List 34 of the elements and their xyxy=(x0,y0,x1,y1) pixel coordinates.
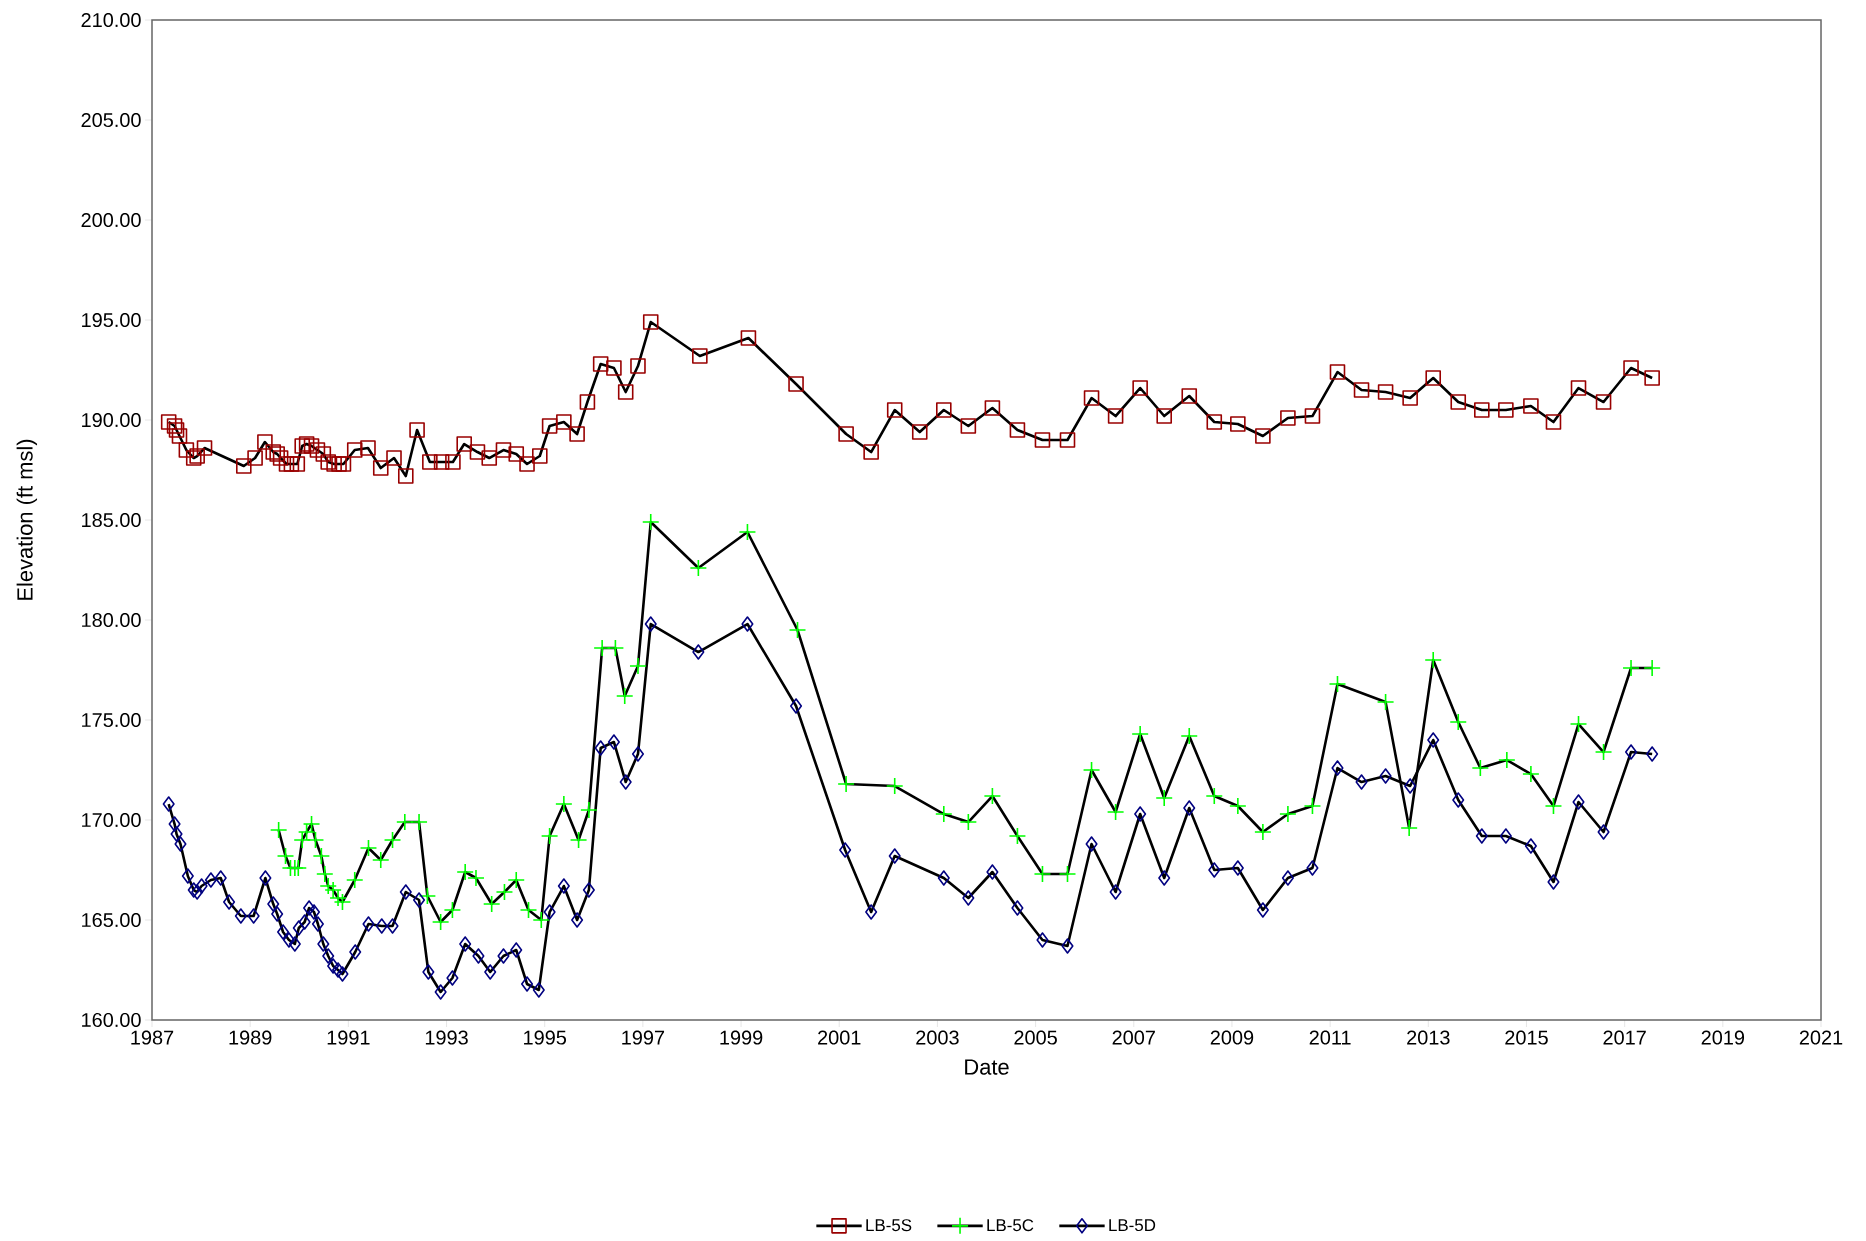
x-tick-label: 2005 xyxy=(1014,1030,1057,1045)
x-tick-label: 2021 xyxy=(1799,1030,1843,1045)
y-tick-label: 190.00 xyxy=(82,412,141,428)
y-tick-label: 175.00 xyxy=(82,712,141,728)
x-tick-label: 2007 xyxy=(1112,1030,1155,1045)
y-tick-label: 170.00 xyxy=(82,812,141,828)
x-tick-label: 1991 xyxy=(327,1030,370,1045)
x-tick-label: 1995 xyxy=(524,1030,567,1045)
legend-label: LB-5C xyxy=(987,1219,1034,1232)
x-tick-label: 2003 xyxy=(916,1030,959,1045)
x-axis-title: Date xyxy=(965,1059,1009,1075)
y-tick-label: 210.00 xyxy=(81,12,141,28)
x-tick-label: 1997 xyxy=(622,1030,665,1045)
y-tick-label: 205.00 xyxy=(81,112,141,128)
x-tick-label: 2019 xyxy=(1701,1030,1745,1045)
x-tick-label: 2015 xyxy=(1505,1030,1548,1045)
x-tick-label: 1993 xyxy=(425,1030,468,1045)
legend-label: LB-5S xyxy=(866,1219,912,1232)
y-tick-label: 165.00 xyxy=(82,912,141,928)
x-tick-label: 2017 xyxy=(1603,1030,1646,1045)
x-tick-label: 2009 xyxy=(1210,1030,1254,1045)
y-tick-label: 180.00 xyxy=(82,612,141,628)
legend-label: LB-5D xyxy=(1109,1219,1156,1232)
y-tick-label: 200.00 xyxy=(81,212,141,228)
y-tick-label: 160.00 xyxy=(82,1012,141,1028)
x-tick-label: 2001 xyxy=(818,1030,861,1045)
y-axis-title: Elevation (ft msl) xyxy=(16,439,38,600)
x-tick-label: 1987 xyxy=(131,1030,174,1045)
x-tick-label: 2013 xyxy=(1407,1030,1450,1045)
y-tick-label: 195.00 xyxy=(82,312,141,328)
x-tick-label: 1989 xyxy=(229,1030,272,1045)
y-tick-label: 185.00 xyxy=(82,512,141,528)
x-tick-label: 2011 xyxy=(1309,1030,1351,1045)
x-tick-label: 1999 xyxy=(720,1030,763,1045)
